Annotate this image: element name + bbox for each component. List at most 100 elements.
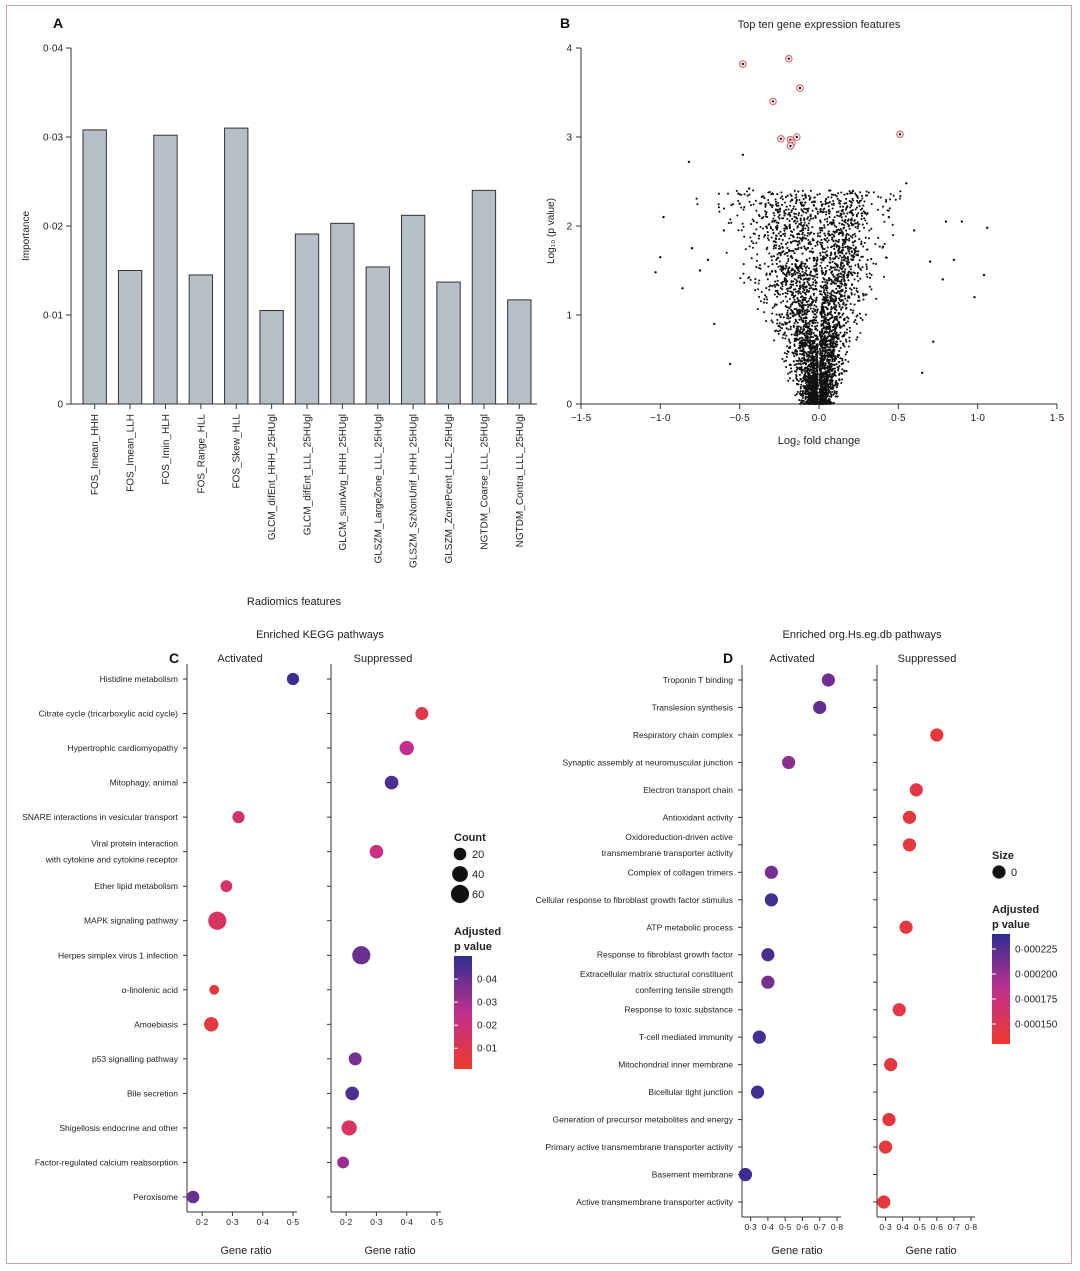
cloud-point: [742, 225, 745, 228]
cloud-point: [755, 266, 758, 269]
cloud-point: [818, 379, 821, 383]
cloud-point: [805, 339, 808, 342]
cloud-point: [790, 230, 793, 233]
panel-a-ylabel: Importance: [21, 211, 32, 261]
cloud-point: [831, 346, 834, 349]
cloud-point: [793, 277, 796, 280]
cloud-point: [767, 265, 770, 268]
cloud-point: [795, 359, 798, 362]
cloud-point: [819, 231, 822, 234]
cloud-point: [840, 259, 843, 262]
cloud-point: [805, 390, 809, 393]
cloud-point: [760, 290, 763, 294]
cloud-point: [836, 240, 839, 243]
cloud-point: [832, 193, 835, 196]
bar: [507, 299, 532, 405]
cloud-point: [820, 386, 823, 389]
cloud-point: [763, 262, 766, 265]
gene-ratio-tick-label: 0·6: [931, 1222, 944, 1232]
cloud-point: [825, 198, 828, 201]
cloud-point: [807, 377, 810, 380]
cloud-point: [831, 382, 834, 386]
panel-c-colorbar: [454, 956, 472, 1069]
cloud-point: [814, 379, 818, 382]
cloud-point: [768, 252, 771, 255]
cloud-point: [834, 395, 837, 398]
cloud-point: [841, 306, 844, 309]
cloud-point: [870, 258, 873, 261]
cloud-point: [783, 272, 786, 275]
cloud-point: [786, 300, 789, 303]
cloud-point: [839, 205, 842, 208]
cloud-point: [818, 235, 822, 238]
pathway-dot: [884, 1058, 898, 1072]
cloud-point: [800, 318, 803, 321]
cloud-point: [786, 309, 789, 312]
cloud-point: [846, 316, 849, 319]
cloud-point: [844, 237, 847, 240]
cloud-point: [799, 223, 802, 226]
cloud-point: [798, 329, 801, 333]
cloud-point: [808, 338, 812, 341]
cloud-point: [853, 219, 856, 222]
cloud-point: [785, 365, 788, 369]
cloud-point: [802, 319, 805, 322]
cloud-point: [823, 288, 826, 292]
cloud-point: [814, 370, 817, 373]
cloud-point: [806, 338, 809, 341]
cloud-point: [850, 247, 853, 250]
cloud-point: [771, 312, 774, 315]
panel-b-point-cloud: [695, 189, 902, 406]
pathway-label: Basement membrane: [652, 1170, 734, 1180]
cloud-point: [825, 322, 828, 325]
cloud-point: [799, 274, 802, 277]
bar-category-label: FOS_Imean_HHH: [90, 414, 101, 495]
pathway-dot: [341, 1120, 357, 1136]
cloud-point: [840, 285, 843, 288]
cloud-point: [845, 259, 848, 263]
cloud-point: [813, 392, 816, 395]
panel-a-ytick-label: 0: [57, 400, 63, 411]
cloud-point: [840, 268, 843, 271]
cloud-point: [784, 196, 788, 199]
pathway-dot: [782, 755, 796, 770]
cloud-point: [811, 277, 815, 281]
cloud-point: [848, 265, 851, 268]
cloud-point: [759, 300, 763, 303]
cloud-point: [787, 379, 790, 382]
cloud-point: [833, 370, 836, 373]
cloud-point: [819, 229, 822, 232]
cloud-point: [834, 383, 837, 386]
cloud-point: [851, 197, 854, 200]
cloud-point: [778, 214, 781, 217]
cloud-point: [811, 247, 814, 250]
cloud-point: [823, 224, 826, 227]
cloud-point: [783, 209, 786, 212]
cloud-point: [755, 221, 758, 224]
cloud-point: [806, 209, 809, 212]
cloud-point: [835, 340, 839, 343]
cloud-point: [818, 241, 822, 244]
pathway-label: Complex of collagen trimers: [628, 867, 733, 877]
cloud-point: [749, 222, 753, 226]
cloud-point: [835, 331, 838, 334]
cloud-point: [830, 363, 833, 366]
cloud-point: [814, 269, 817, 272]
cloud-point: [801, 252, 804, 255]
cloud-point: [822, 342, 825, 345]
panel-d-xlabel-activated: Gene ratio: [771, 1245, 822, 1257]
cloud-point: [838, 202, 842, 205]
cloud-point: [836, 384, 839, 387]
pathway-label-line-2: transmembrane transporter activity: [602, 848, 734, 858]
cloud-point: [834, 306, 837, 309]
cloud-point: [846, 192, 849, 195]
cloud-point: [825, 279, 828, 282]
cloud-point: [771, 321, 774, 324]
panel-d-axes: 0·3 0·4 0·5 0·6 0·7 0·8 0·3 0·4 0·5 0·6 0·7 0·8: [738, 665, 977, 1232]
cloud-point: [823, 379, 826, 382]
outlier-point: [941, 278, 944, 281]
cloud-point: [852, 241, 855, 244]
cloud-point: [803, 288, 806, 291]
cloud-point: [840, 290, 843, 293]
cloud-point: [824, 199, 827, 203]
